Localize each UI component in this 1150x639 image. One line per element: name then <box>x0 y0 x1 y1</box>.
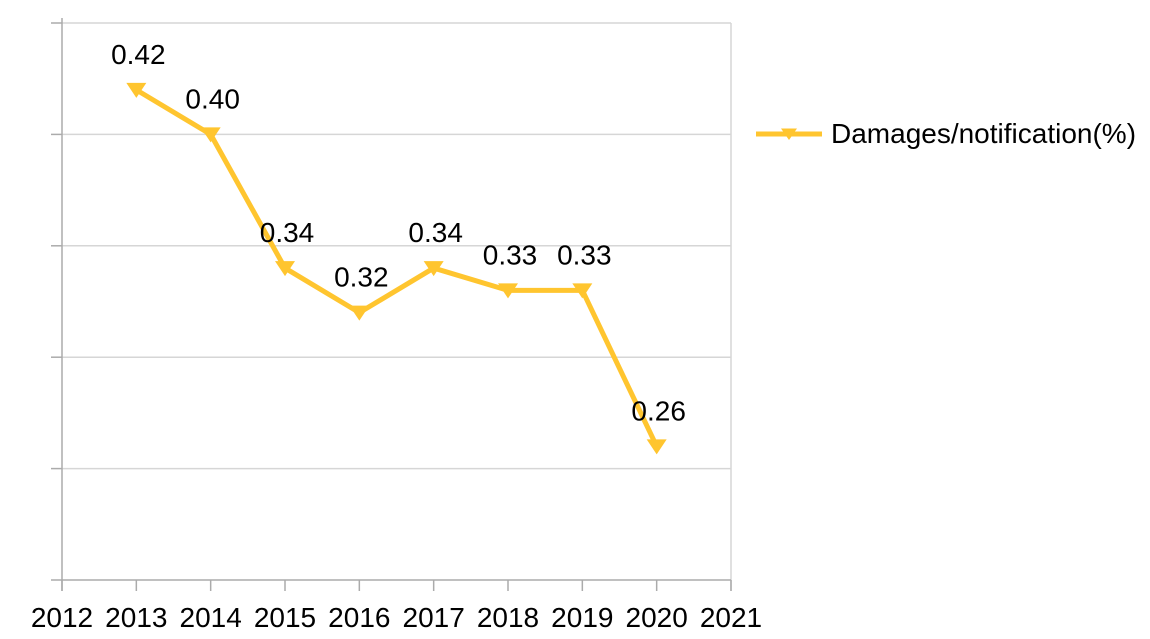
series-marker-icon <box>200 127 221 143</box>
data-label: 0.40 <box>185 83 240 114</box>
x-axis-tick-label: 2015 <box>254 602 316 633</box>
x-axis-tick-label: 2013 <box>105 602 167 633</box>
series-line <box>133 87 660 449</box>
data-label: 0.42 <box>111 39 166 70</box>
x-axis-tick-label: 2012 <box>31 602 93 633</box>
series-marker-icon <box>646 439 667 455</box>
x-axis-tick-label: 2014 <box>180 602 242 633</box>
x-axis-tick-label: 2016 <box>328 602 390 633</box>
x-axis-tick-label: 2017 <box>403 602 465 633</box>
series-marker-icon <box>423 261 444 277</box>
x-axis-tick-label: 2020 <box>626 602 688 633</box>
series-marker-icon <box>126 82 147 98</box>
data-label: 0.32 <box>334 262 389 293</box>
legend: Damages/notification(%) <box>756 118 1136 150</box>
legend-label: Damages/notification(%) <box>831 118 1137 149</box>
series-marker-icon <box>572 283 593 299</box>
legend-line-marker-icon <box>756 128 822 140</box>
series-marker-icon <box>498 283 518 299</box>
data-label: 0.34 <box>260 217 315 248</box>
series-marker-icon <box>275 261 295 277</box>
data-label: 0.33 <box>557 239 612 270</box>
x-axis-tick-label: 2019 <box>551 602 613 633</box>
x-axis-tick-label: 2021 <box>700 602 762 633</box>
data-label: 0.33 <box>483 239 538 270</box>
data-label: 0.26 <box>631 395 686 426</box>
series-marker-icon <box>349 305 370 321</box>
data-label: 0.34 <box>408 217 463 248</box>
x-axis-tick-label: 2018 <box>477 602 539 633</box>
